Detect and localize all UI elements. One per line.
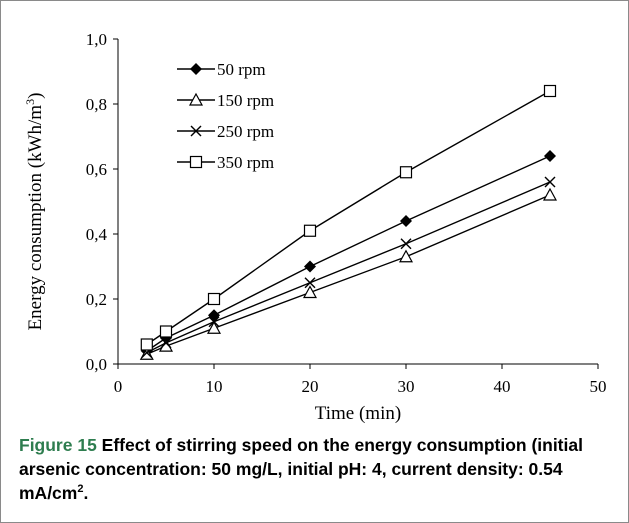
series-150-rpm <box>139 187 558 360</box>
data-point <box>544 150 556 162</box>
y-tick-label: 0,8 <box>86 95 107 114</box>
x-tick-label: 20 <box>302 377 319 396</box>
chart: 0,0 0,2 0,4 0,6 0,8 1,0 0 10 20 30 40 50 50 rpm 150… <box>23 30 607 424</box>
x-tick-label: 10 <box>206 377 223 396</box>
data-point <box>302 285 318 299</box>
y-tick-label: 0,0 <box>86 355 107 374</box>
legend-label: 250 rpm <box>217 122 274 141</box>
data-point <box>159 325 173 338</box>
figure-caption-label: Figure 15 <box>19 435 97 455</box>
figure-caption: Figure 15 Effect of stirring speed on th… <box>19 433 615 505</box>
legend-marker <box>188 92 204 106</box>
legend-item-150-rpm: 150 rpm <box>177 91 274 110</box>
legend-marker <box>190 125 202 137</box>
legend-marker-stroke-b <box>190 125 202 137</box>
y-tick-label: 0,6 <box>86 160 107 179</box>
data-point <box>206 320 222 334</box>
data-point-stroke-b <box>544 176 556 188</box>
legend-label: 350 rpm <box>217 153 274 172</box>
data-point-stroke-b <box>160 337 172 349</box>
series-350-rpm <box>140 84 557 351</box>
figure-caption-end: . <box>83 483 89 503</box>
legend-item-350-rpm: 350 rpm <box>177 153 274 172</box>
series-line <box>146 155 551 352</box>
series-line <box>146 90 551 346</box>
x-tick-labels: 0 10 20 30 40 50 <box>114 364 607 396</box>
legend-item-250-rpm: 250 rpm <box>177 122 274 141</box>
data-point <box>160 337 172 349</box>
data-point <box>304 260 316 273</box>
y-tick-label: 1,0 <box>86 30 107 49</box>
x-tick-label: 50 <box>590 377 607 396</box>
data-point <box>400 238 412 250</box>
y-tick-labels: 0,0 0,2 0,4 0,6 0,8 1,0 <box>86 30 118 374</box>
data-point-stroke-b <box>400 238 412 250</box>
legend-marker <box>190 63 202 75</box>
data-point <box>304 277 316 289</box>
y-tick-label: 0,4 <box>86 225 108 244</box>
x-axis-label: Time (min) <box>315 403 401 424</box>
y-axis-label: Energy consumption (kWh/m3) <box>23 93 46 331</box>
x-tick-label: 40 <box>494 377 511 396</box>
figure-caption-sup: 2 <box>77 483 84 496</box>
data-point <box>542 187 558 201</box>
y-tick-label: 0,2 <box>86 290 107 309</box>
y-axis-label-main: Energy consumption (kWh/m <box>25 105 46 331</box>
chart-legend: 50 rpm 150 rpm 250 rpm 350 rpm <box>177 60 274 172</box>
x-tick-label: 30 <box>398 377 415 396</box>
data-point <box>398 249 414 263</box>
data-point <box>303 224 317 237</box>
data-point <box>140 338 153 351</box>
series-250-rpm <box>141 176 556 359</box>
data-point <box>207 292 221 306</box>
legend-label: 150 rpm <box>217 91 274 110</box>
data-point-stroke-b <box>304 277 316 289</box>
data-point-stroke-b <box>208 316 220 328</box>
y-axis-label-end: ) <box>25 93 46 99</box>
series-line <box>146 194 551 355</box>
data-point <box>543 84 557 98</box>
legend-item-50-rpm: 50 rpm <box>177 60 266 79</box>
x-tick-label: 0 <box>114 377 123 396</box>
data-point <box>399 166 413 179</box>
chart-axes <box>117 39 598 365</box>
data-point <box>208 316 220 328</box>
legend-marker <box>189 155 203 169</box>
chart-series <box>139 84 558 360</box>
series-line <box>146 181 551 354</box>
data-point <box>400 215 412 227</box>
figure-caption-text: Effect of stirring speed on the energy c… <box>19 435 583 503</box>
y-axis-label-sup: 3 <box>23 99 37 105</box>
legend-label: 50 rpm <box>217 60 266 79</box>
data-point <box>544 176 556 188</box>
